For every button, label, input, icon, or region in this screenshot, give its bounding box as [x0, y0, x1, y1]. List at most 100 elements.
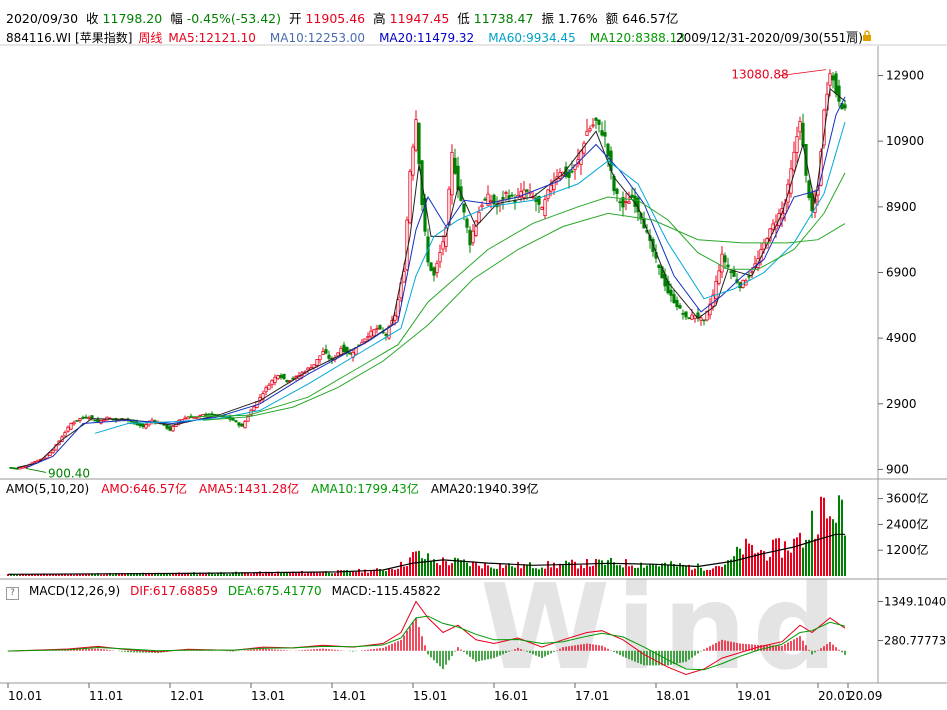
- amo-bar: [646, 565, 648, 576]
- amo-bar: [499, 563, 501, 576]
- candle-body: [252, 406, 256, 411]
- amo-bar: [574, 561, 576, 576]
- candle-body: [444, 226, 448, 247]
- candle-body: [201, 414, 205, 417]
- amo-bar: [658, 566, 660, 576]
- candle-body: [708, 303, 712, 316]
- candle-body: [345, 347, 349, 354]
- candle-body: [843, 104, 847, 109]
- amo-bar: [529, 562, 531, 576]
- amo-bar: [232, 573, 234, 576]
- amo-bar: [193, 572, 195, 576]
- low-value: 11738.47: [473, 11, 534, 26]
- candle-body: [174, 422, 178, 427]
- amo-bar: [259, 571, 261, 576]
- candle-body: [195, 416, 199, 419]
- candle-body: [762, 242, 766, 250]
- amo-bar: [19, 574, 21, 576]
- amo-bar: [43, 573, 45, 576]
- candle-body: [189, 415, 193, 419]
- amo-bar: [844, 535, 846, 576]
- amo-bar: [70, 573, 72, 576]
- candle-body: [714, 280, 718, 300]
- candle-body: [243, 420, 247, 429]
- amo-bar: [79, 574, 81, 576]
- candle-body: [777, 213, 781, 226]
- candle-body: [60, 436, 64, 442]
- candle-body: [84, 416, 88, 419]
- amount-label: 额: [605, 11, 619, 26]
- candle-body: [552, 180, 556, 190]
- amo-bar: [244, 572, 246, 576]
- dea-line: [7, 615, 846, 671]
- candle-body: [627, 201, 631, 204]
- candle-body: [246, 415, 250, 422]
- candle-body: [78, 418, 82, 421]
- macd-legend-row: ? MACD(12,26,9) DIF:617.68859 DEA:675.41770…: [6, 584, 451, 600]
- amo-bar: [709, 570, 711, 576]
- candle-body: [57, 440, 61, 446]
- amo-bar: [652, 564, 654, 576]
- candle-body: [72, 421, 76, 425]
- period-toggle[interactable]: 周线: [138, 31, 163, 45]
- candle-body: [426, 236, 430, 263]
- amo-bar: [772, 539, 774, 576]
- help-icon[interactable]: ?: [6, 587, 19, 600]
- amo-bar: [595, 558, 597, 576]
- amo-bar: [724, 564, 726, 576]
- amo-bar: [91, 573, 93, 576]
- candle-body: [447, 188, 451, 226]
- lock-icon[interactable]: [862, 30, 872, 41]
- amo-bar: [331, 573, 333, 576]
- amo-bar: [382, 570, 384, 576]
- candle-body: [12, 467, 16, 470]
- amo-bar: [178, 572, 180, 576]
- candle-body: [279, 375, 283, 378]
- amo-bar: [256, 572, 258, 576]
- amo-bar: [409, 557, 411, 576]
- candle-body: [384, 333, 388, 336]
- amo-bar: [301, 570, 303, 576]
- ma5-legend: MA5:12121.10: [168, 31, 256, 45]
- ama20-value: AMA20:1940.39亿: [430, 482, 539, 496]
- date-range[interactable]: 2009/12/31-2020/09/30(551周): [676, 31, 863, 45]
- candle-body: [177, 419, 181, 425]
- amo-bar: [307, 572, 309, 576]
- amo-bar: [745, 538, 747, 576]
- xtick-label: 12.01: [170, 689, 204, 703]
- dif-value: DIF:617.68859: [130, 584, 218, 598]
- candle-body: [792, 151, 796, 171]
- amo-bar: [832, 519, 834, 576]
- amo-bar: [583, 568, 585, 576]
- candle-body: [399, 282, 403, 299]
- amo-bar: [214, 574, 216, 576]
- amo-bar: [46, 574, 48, 576]
- candle-body: [492, 194, 496, 205]
- candle-body: [504, 192, 508, 195]
- amo-bar: [628, 566, 630, 576]
- candle-body: [681, 312, 685, 315]
- candle-body: [747, 275, 751, 278]
- candle-body: [390, 320, 394, 326]
- amo-bar: [31, 573, 33, 576]
- amo-bar: [631, 565, 633, 576]
- candle-body: [87, 417, 91, 420]
- candle-body: [240, 423, 244, 427]
- ma60-legend: MA60:9934.45: [488, 31, 576, 45]
- dropdown-triangle-icon[interactable]: [846, 31, 858, 40]
- amo-bar: [763, 551, 765, 576]
- amo-bar: [103, 574, 105, 576]
- xtick-label: 10.01: [8, 689, 42, 703]
- candle-body: [204, 413, 208, 416]
- amo-bar: [481, 568, 483, 576]
- amo-bar: [391, 569, 393, 576]
- candle-body: [192, 416, 196, 419]
- amo-bar: [796, 537, 798, 576]
- amo-bar: [829, 516, 831, 576]
- amo-bar: [478, 565, 480, 576]
- xtick-label: 14.01: [332, 689, 366, 703]
- price-ytick-label: 12900: [886, 69, 924, 83]
- amo-bar: [670, 561, 672, 576]
- candle-body: [138, 423, 142, 427]
